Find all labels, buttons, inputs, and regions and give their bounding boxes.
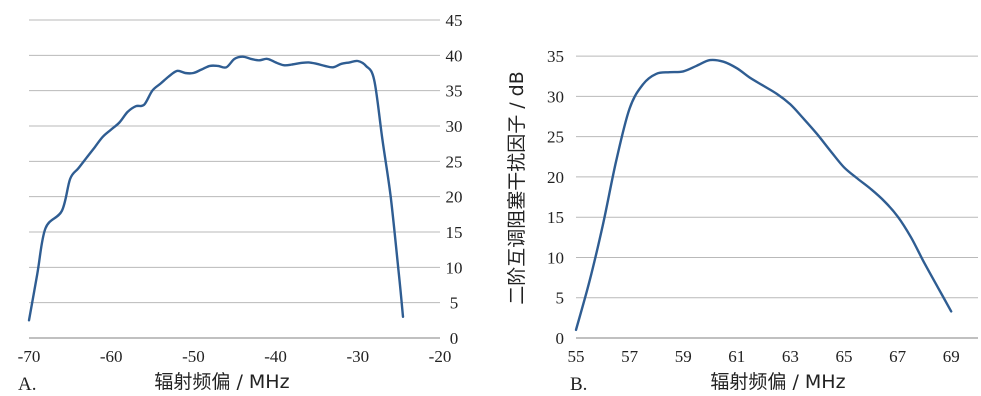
y-tick-label: 5 — [450, 294, 459, 313]
series-line — [27, 55, 405, 322]
y-tick-label: 30 — [446, 117, 463, 136]
x-tick-label: 61 — [728, 347, 745, 366]
y-tick-label: 25 — [446, 152, 463, 171]
y-axis-label: 二阶互调阻塞干扰因子 / dB — [506, 71, 528, 305]
y-tick-label: 0 — [556, 329, 565, 348]
x-tick-label: 63 — [782, 347, 799, 366]
y-tick-label: 25 — [547, 128, 564, 147]
chart-panel-a: 0 5 10 15 20 25 30 35 40 45 -70 -60 -50 -40 -30 -20 辐射频偏… — [18, 11, 463, 395]
x-tick-label: 57 — [621, 347, 639, 366]
y-tick-label: 10 — [547, 248, 564, 267]
x-tick-label: -70 — [18, 347, 41, 366]
x-tick-label: -40 — [264, 347, 287, 366]
y-tick-label: 15 — [547, 208, 564, 227]
x-tick-label: -30 — [346, 347, 369, 366]
y-tick-label: 5 — [556, 289, 565, 308]
x-axis-label: 辐射频偏 / MHz — [154, 371, 289, 393]
x-tick-label: -60 — [100, 347, 123, 366]
x-tick-label: 65 — [836, 347, 853, 366]
chart-panel-b: 0 5 10 15 20 25 30 35 55 57 59 61 63 65 67 69 辐射频偏 / MHz… — [506, 47, 978, 395]
y-tick-label: 35 — [547, 47, 564, 66]
x-tick-label: 67 — [889, 347, 907, 366]
panel-label: A. — [18, 374, 36, 395]
y-tick-label: 20 — [446, 188, 463, 207]
y-tick-label: 20 — [547, 168, 564, 187]
y-tick-label: 0 — [450, 329, 459, 348]
panel-label: B. — [570, 374, 587, 395]
x-tick-label: -50 — [182, 347, 205, 366]
x-tick-label: 69 — [943, 347, 960, 366]
y-tick-label: 45 — [446, 11, 463, 30]
y-tick-label: 35 — [446, 82, 463, 101]
x-axis-label: 辐射频偏 / MHz — [710, 371, 845, 393]
x-tick-label: 55 — [568, 347, 585, 366]
series-line — [574, 58, 953, 332]
y-tick-label: 40 — [446, 46, 463, 65]
y-tick-label: 15 — [446, 223, 463, 242]
x-tick-label: 59 — [675, 347, 692, 366]
x-tick-label: -20 — [429, 347, 452, 366]
y-tick-label: 30 — [547, 87, 564, 106]
y-tick-label: 10 — [446, 258, 463, 277]
